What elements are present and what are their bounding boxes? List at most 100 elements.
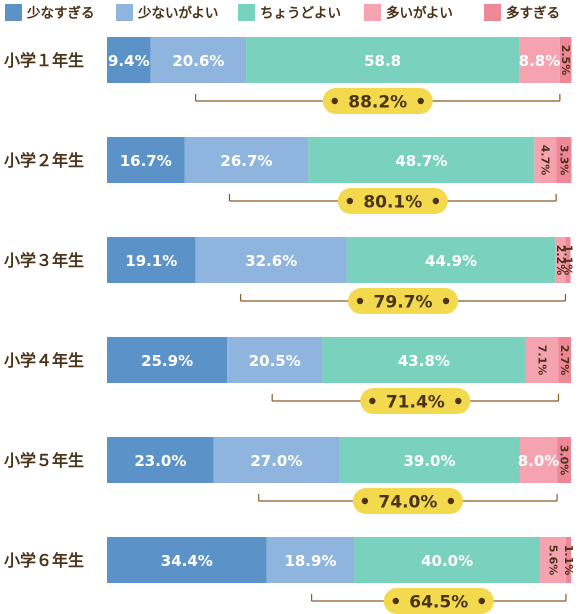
bar-segment [322,337,526,383]
category-label: 小学２年生 [4,151,84,170]
total-badge [337,188,448,214]
data-label: 44.9% [425,252,477,270]
bar-segment [213,437,339,483]
total-label: 88.2% [348,93,407,113]
bar-segment [555,237,566,283]
badge-dot [346,197,354,205]
bar-segment [519,37,560,83]
data-label: 25.9% [141,352,193,370]
data-label: 39.0% [403,452,455,470]
bar-segment [195,237,347,283]
total-badge [352,488,463,514]
total-label: 80.1% [363,193,422,213]
category-label: 小学３年生 [4,251,84,270]
legend-label: 少ないがよい [137,5,218,22]
legend-swatch [116,4,133,21]
badge-dot [331,97,338,105]
data-label: 2.5% [559,45,572,76]
data-label: 8.0% [518,452,560,470]
legend-label: ちょうどよい [260,6,341,22]
badge-dot [356,297,364,305]
bar-segment [534,137,557,183]
badge-dot [478,597,485,605]
bar-segment [346,237,556,283]
total-label: 64.5% [409,593,468,613]
bar-segment [519,437,558,483]
bar-segment [557,437,571,483]
total-label: 71.4% [386,393,445,413]
bar-segment [558,337,571,383]
data-label: 8.8% [519,52,561,70]
category-label: 小学５年生 [4,451,84,470]
bar-segment [525,337,559,383]
data-label: 9.4% [108,52,150,70]
data-label: 3.3% [557,145,570,176]
badge-dot [442,297,450,305]
bar-segment [107,337,228,383]
legend-label: 少なすぎる [26,5,95,22]
data-label: 18.9% [284,552,336,570]
bar-segment [227,337,323,383]
data-label: 48.7% [395,152,447,170]
legend-label: 多いがよい [386,5,453,22]
legend-label: 多すぎる [506,5,560,22]
bar-segment [107,137,185,183]
data-label: 32.6% [245,252,297,270]
data-label: 5.6% [546,545,559,576]
data-label: 40.0% [421,552,473,570]
badge-dot [361,497,369,505]
legend-swatch [238,4,255,21]
bar-segment [539,537,566,583]
data-label: 34.4% [161,552,213,570]
bar-segment [107,537,267,583]
category-label: 小学１年生 [4,51,84,70]
data-label: 7.1% [536,345,549,376]
data-label: 3.0% [558,445,571,476]
data-label: 26.7% [220,152,272,170]
bar-segment [565,237,571,283]
data-label: 2.2% [554,245,567,276]
data-label: 19.1% [125,252,177,270]
bar-segment [107,437,214,483]
data-label: 43.8% [398,352,450,370]
badge-dot [447,497,455,505]
bar-segment [150,37,247,83]
bar-segment [107,237,196,283]
total-label: 79.7% [374,293,433,313]
badge-dot [369,397,376,405]
data-label: 4.7% [539,145,552,176]
legend-swatch [364,4,381,21]
bar-segment [107,37,151,83]
data-label: 20.5% [249,352,301,370]
bar-segment [565,537,571,583]
total-label: 74.0% [378,493,437,513]
data-label: 16.7% [120,152,172,170]
data-label: 1.1% [561,245,574,276]
bar-segment [184,137,309,183]
data-label: 23.0% [134,452,186,470]
bar-segment [339,437,520,483]
legend-swatch [5,4,22,21]
total-badge [322,88,433,114]
bar-segment [246,37,520,83]
data-label: 58.8 [364,52,401,70]
category-label: 小学６年生 [4,551,84,570]
data-label: 2.7% [558,345,571,376]
total-badge [348,288,459,314]
bar-segment [559,37,572,83]
data-label: 27.0% [250,452,302,470]
badge-dot [432,197,440,205]
legend-swatch [484,4,501,21]
category-label: 小学４年生 [4,351,84,370]
data-label: 20.6% [172,52,224,70]
badge-dot [455,397,462,405]
total-badge [383,588,494,614]
bar-segment [556,137,572,183]
total-badge [360,388,471,414]
badge-dot [392,597,399,605]
badge-dot [417,97,424,105]
bar-segment [266,537,355,583]
bar-segment [308,137,535,183]
data-label: 1.1% [562,545,575,576]
